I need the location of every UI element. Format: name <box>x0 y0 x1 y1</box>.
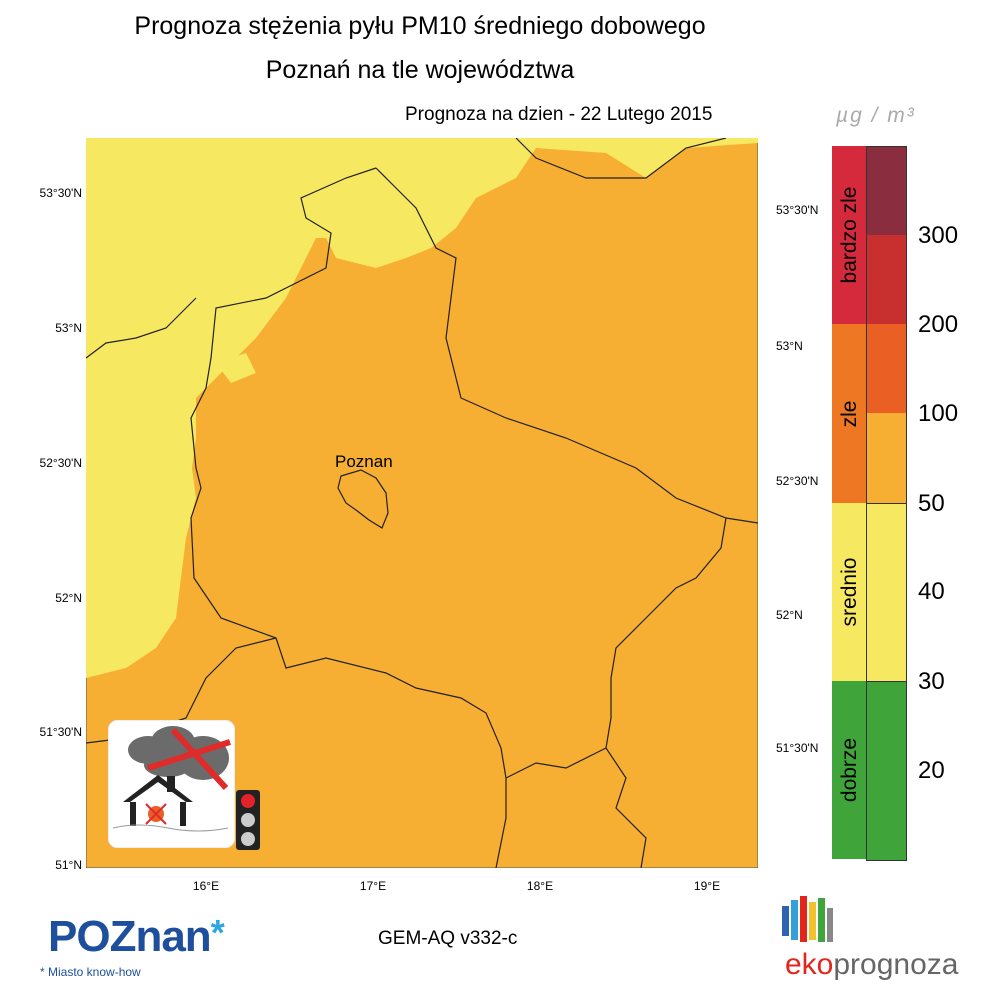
city-border-poznan <box>337 469 389 529</box>
level-label: 50 <box>918 490 945 517</box>
lat-label-left: 53°30'N <box>39 186 82 200</box>
traffic-light <box>236 790 260 850</box>
ekoprognoza-logo-icon <box>782 896 833 942</box>
lower-concentration-island-2 <box>216 353 256 383</box>
legend-unit: µg / m³ <box>836 104 916 127</box>
lat-label-left: 52°N <box>55 591 82 605</box>
swatch-level <box>866 681 907 861</box>
map-title: Prognoza stężenia pyłu PM10 średniego do… <box>134 12 706 40</box>
lower-concentration-island <box>356 208 396 238</box>
lat-label-left: 53°N <box>55 321 82 335</box>
lon-label: 18°E <box>526 879 554 893</box>
lat-label-right: 52°N <box>776 608 803 622</box>
traffic-light-red <box>241 794 255 808</box>
lat-label-left: 52°30'N <box>39 456 82 470</box>
asterisk-icon: * <box>210 912 225 953</box>
voivodeship-border-south <box>505 747 607 779</box>
voivodeship-border-east <box>605 517 727 868</box>
lat-label-right: 52°30'N <box>776 474 819 488</box>
poznan-logo[interactable]: POZnan* <box>48 912 225 961</box>
level-label: 200 <box>918 311 959 338</box>
category-bardzo-zle: bardzo zle <box>832 146 867 324</box>
lon-label: 17°E <box>359 879 387 893</box>
map-subtitle: Poznań na tle województwa <box>265 56 575 84</box>
no-burning-smog-icon <box>108 720 235 848</box>
lat-label-right: 51°30'N <box>776 741 819 755</box>
swatch-level <box>866 235 907 324</box>
category-dobrze: dobrze <box>832 681 867 859</box>
swatch-level <box>866 324 907 413</box>
level-label: 30 <box>918 668 945 695</box>
traffic-light-green <box>241 832 255 846</box>
lon-label: 19°E <box>693 879 721 893</box>
category-srednio: srednio <box>832 503 867 681</box>
city-label-poznan: Poznan <box>335 452 393 471</box>
swatch-level <box>866 413 907 503</box>
swatch-level <box>866 146 907 237</box>
traffic-light-yellow <box>241 813 255 827</box>
lat-label-left: 51°30'N <box>39 725 82 739</box>
voivodeship-border-n <box>515 138 727 179</box>
level-label: 40 <box>918 578 945 605</box>
swatch-level <box>866 503 907 683</box>
forecast-date: Prognoza na dzien - 22 Lutego 2015 <box>405 104 713 125</box>
lon-label: 16°E <box>192 879 220 893</box>
voivodeship-border <box>375 167 758 524</box>
poznan-tagline: * Miasto know-how <box>40 965 141 979</box>
lat-label-right: 53°30'N <box>776 203 819 217</box>
lower-concentration-area <box>86 138 758 678</box>
voivodeship-border-nw <box>86 297 197 359</box>
level-label: 300 <box>918 222 959 249</box>
voivodeship-border-west <box>190 167 507 868</box>
level-label: 100 <box>918 400 959 427</box>
category-zle: zle <box>832 324 867 503</box>
level-label: 20 <box>918 757 945 784</box>
model-label: GEM-AQ v332-c <box>378 928 518 949</box>
lat-label-right: 53°N <box>776 339 803 353</box>
ekoprognoza-logo[interactable]: ekoprognoza <box>785 948 959 981</box>
lat-label-left: 51°N <box>55 858 82 872</box>
